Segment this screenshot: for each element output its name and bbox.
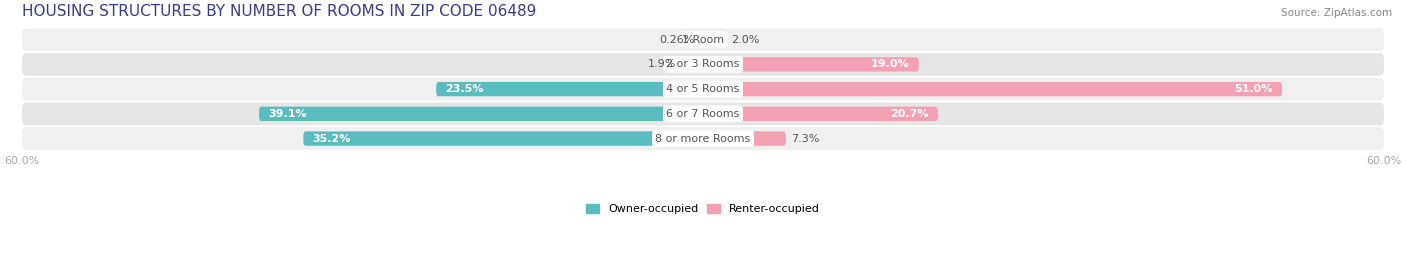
Text: 8 or more Rooms: 8 or more Rooms (655, 133, 751, 144)
Text: 4 or 5 Rooms: 4 or 5 Rooms (666, 84, 740, 94)
Text: 6 or 7 Rooms: 6 or 7 Rooms (666, 109, 740, 119)
Text: HOUSING STRUCTURES BY NUMBER OF ROOMS IN ZIP CODE 06489: HOUSING STRUCTURES BY NUMBER OF ROOMS IN… (21, 4, 536, 19)
Text: 19.0%: 19.0% (870, 59, 910, 69)
FancyBboxPatch shape (21, 28, 1385, 51)
Text: 23.5%: 23.5% (446, 84, 484, 94)
FancyBboxPatch shape (436, 82, 703, 96)
FancyBboxPatch shape (259, 107, 703, 121)
Text: 2 or 3 Rooms: 2 or 3 Rooms (666, 59, 740, 69)
Text: 1 Room: 1 Room (682, 35, 724, 45)
FancyBboxPatch shape (703, 107, 938, 121)
FancyBboxPatch shape (703, 131, 786, 146)
FancyBboxPatch shape (21, 78, 1385, 100)
FancyBboxPatch shape (703, 33, 725, 47)
FancyBboxPatch shape (21, 53, 1385, 76)
Text: 35.2%: 35.2% (312, 133, 352, 144)
Text: 51.0%: 51.0% (1234, 84, 1272, 94)
FancyBboxPatch shape (703, 82, 1282, 96)
FancyBboxPatch shape (21, 102, 1385, 125)
FancyBboxPatch shape (682, 57, 703, 72)
Text: 1.9%: 1.9% (647, 59, 676, 69)
FancyBboxPatch shape (700, 33, 703, 47)
Text: 39.1%: 39.1% (269, 109, 307, 119)
FancyBboxPatch shape (21, 127, 1385, 150)
Text: 7.3%: 7.3% (792, 133, 820, 144)
Text: Source: ZipAtlas.com: Source: ZipAtlas.com (1281, 8, 1392, 18)
Text: 0.26%: 0.26% (659, 35, 695, 45)
Text: 2.0%: 2.0% (731, 35, 759, 45)
FancyBboxPatch shape (304, 131, 703, 146)
Text: 20.7%: 20.7% (890, 109, 929, 119)
Legend: Owner-occupied, Renter-occupied: Owner-occupied, Renter-occupied (581, 200, 825, 219)
FancyBboxPatch shape (703, 57, 918, 72)
